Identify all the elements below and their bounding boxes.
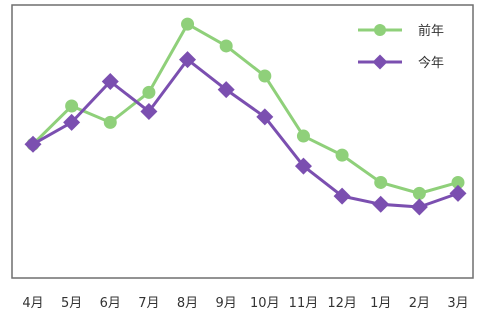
x-axis-ticks: 4月 5月 6月 7月 8月 9月 10月 11月 12月 1月 2月 3月 (22, 296, 468, 311)
legend-marker-1 (374, 24, 386, 36)
series-1 (26, 17, 465, 200)
series-1-point-10 (374, 175, 388, 189)
legend-item-1: 前年 (358, 23, 444, 39)
series-1-point-6 (219, 39, 233, 53)
series-1-point-2 (65, 99, 79, 113)
series-layer (24, 17, 467, 216)
series-2-point-8 (294, 157, 312, 175)
legend-label-1: 前年 (418, 23, 444, 39)
series-2-point-6 (217, 81, 235, 99)
series-1-point-8 (296, 129, 310, 143)
series-1-point-3 (103, 115, 117, 129)
x-tick-label-11: 2月 (409, 296, 430, 311)
series-1-point-12 (451, 175, 465, 189)
legend-label-2: 今年 (418, 55, 444, 71)
x-tick-label-10: 1月 (370, 296, 391, 311)
plot-frame (11, 4, 474, 279)
series-2-point-7 (256, 108, 274, 126)
series-2-point-1 (24, 135, 42, 153)
series-1-point-4 (142, 85, 156, 99)
series-2-point-12 (449, 184, 467, 202)
x-tick-label-5: 8月 (177, 296, 198, 311)
x-tick-label-4: 7月 (138, 296, 159, 311)
x-tick-label-9: 12月 (327, 296, 357, 311)
legend-item-2: 今年 (358, 54, 444, 71)
series-1-point-9 (335, 148, 349, 162)
series-1-point-7 (258, 69, 272, 83)
series-2-point-4 (140, 102, 158, 120)
series-2-point-10 (372, 195, 390, 213)
series-2-point-3 (101, 72, 119, 90)
x-tick-label-6: 9月 (216, 296, 237, 311)
x-tick-label-12: 3月 (447, 296, 468, 311)
x-tick-label-2: 5月 (61, 296, 82, 311)
series-1-point-11 (412, 186, 426, 200)
series-2-point-11 (410, 198, 428, 216)
legend-marker-2 (372, 54, 388, 70)
x-tick-label-1: 4月 (22, 296, 43, 311)
x-tick-label-3: 6月 (100, 296, 121, 311)
series-2-point-5 (179, 51, 197, 69)
series-1-line (31, 22, 459, 195)
x-tick-label-7: 10月 (250, 296, 280, 311)
series-2-point-9 (333, 187, 351, 205)
x-tick-label-8: 11月 (289, 296, 319, 311)
series-1-point-5 (181, 17, 195, 31)
series-2 (24, 51, 467, 216)
series-2-point-2 (63, 113, 81, 131)
